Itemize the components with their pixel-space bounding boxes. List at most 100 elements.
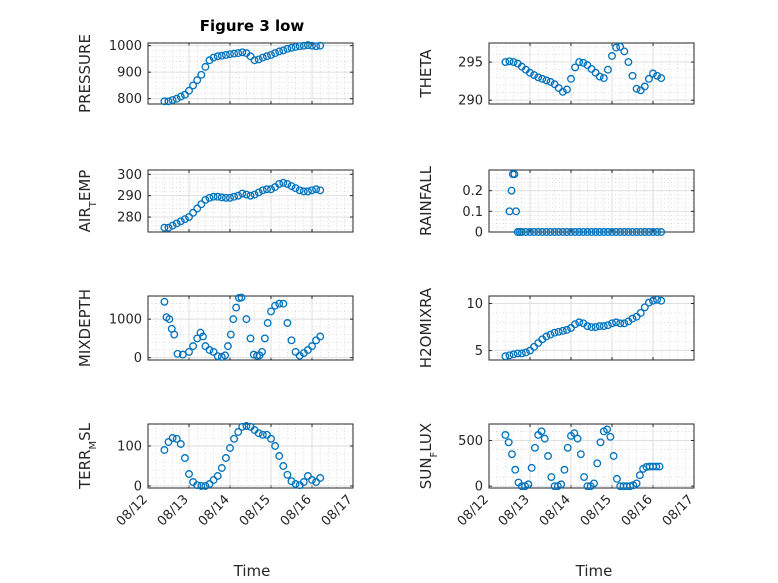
data-point	[636, 228, 645, 236]
data-point	[644, 228, 653, 236]
data-point	[521, 228, 530, 236]
data-point	[557, 480, 566, 489]
data-point	[640, 82, 649, 91]
data-point	[160, 97, 169, 106]
data-point	[291, 43, 300, 51]
data-point	[316, 332, 325, 341]
data-point	[575, 228, 584, 236]
data-point	[511, 465, 520, 474]
data-point	[205, 193, 214, 202]
axes-box	[147, 169, 354, 233]
plot-area	[489, 170, 694, 232]
data-point	[164, 97, 173, 106]
data-point	[595, 228, 604, 236]
data-point	[262, 52, 271, 61]
data-point	[316, 41, 325, 50]
data-point	[176, 217, 185, 226]
data-point	[185, 213, 193, 221]
data-point	[180, 215, 189, 224]
data-point	[316, 186, 325, 195]
data-point	[608, 228, 616, 236]
data-point	[299, 187, 308, 196]
data-point	[221, 351, 230, 360]
data-point	[209, 347, 218, 356]
data-point	[593, 459, 602, 468]
y-tick-label: 0.1	[462, 205, 483, 220]
data-point	[234, 428, 243, 436]
xlabel-left: Time	[233, 562, 271, 580]
data-point	[258, 430, 267, 439]
y-tick-label: 0	[134, 480, 142, 495]
data-point	[542, 76, 551, 85]
data-point	[205, 480, 214, 488]
data-point	[275, 452, 284, 460]
data-point	[258, 53, 267, 62]
data-point	[283, 179, 292, 188]
chart-panel-3: 280 290 300 AIRTEMP	[76, 168, 354, 233]
data-point	[180, 90, 189, 99]
data-point	[316, 474, 325, 482]
data-point	[217, 464, 226, 472]
data-point	[160, 297, 169, 306]
data-point	[562, 85, 571, 94]
data-point	[291, 480, 300, 488]
data-point	[287, 182, 296, 190]
data-point	[640, 228, 649, 236]
y-tick-label: 900	[117, 66, 142, 81]
data-point	[189, 81, 198, 90]
y-axis-label: THETA	[417, 49, 435, 99]
y-axis-label: AIRTEMP	[76, 170, 99, 233]
data-point	[649, 228, 657, 236]
data-point	[620, 228, 629, 236]
data-point	[595, 322, 604, 331]
data-point	[303, 472, 312, 480]
data-point	[275, 47, 284, 56]
data-point	[198, 332, 207, 341]
x-tick-label: 08/17	[660, 492, 697, 529]
data-point	[258, 186, 267, 195]
x-tick-label: 08/12	[455, 492, 492, 529]
data-point	[221, 193, 230, 202]
data-point	[505, 351, 514, 360]
x-tick-label: 08/13	[155, 492, 192, 529]
data-point	[201, 62, 210, 71]
data-point	[632, 479, 641, 488]
data-point	[620, 47, 629, 56]
data-point	[283, 470, 292, 479]
data-point	[185, 347, 193, 356]
data-point	[653, 71, 662, 80]
data-point	[170, 330, 179, 339]
axes-box	[488, 42, 695, 105]
data-point	[287, 336, 296, 345]
chart-panel-1: 800 900 1000 PRESSURE	[76, 34, 354, 113]
plot-area	[148, 296, 353, 360]
data-point	[508, 450, 516, 459]
figure-title: Figure 3 low	[200, 17, 305, 35]
data-point	[197, 70, 206, 79]
data-point	[197, 482, 206, 490]
data-point	[267, 50, 275, 59]
data-point	[542, 332, 551, 341]
data-point	[172, 94, 181, 103]
data-point	[583, 482, 592, 491]
data-point	[524, 480, 533, 489]
chart-panel-5: 0 1000 MIXDEPTH	[76, 289, 354, 367]
data-point	[205, 346, 214, 354]
data-point	[168, 434, 177, 442]
y-axis-label: PRESSURE	[76, 34, 94, 113]
data-point	[603, 321, 612, 330]
data-point	[655, 462, 664, 471]
data-point	[609, 452, 618, 460]
data-point	[510, 170, 519, 179]
data-point	[295, 186, 304, 195]
data-point	[632, 228, 641, 236]
data-point	[546, 228, 555, 236]
data-point	[234, 49, 243, 58]
y-tick-label: 300	[117, 168, 142, 183]
data-point	[230, 434, 239, 443]
data-point	[530, 71, 539, 79]
data-point	[221, 50, 230, 59]
data-point	[295, 42, 304, 51]
data-point	[507, 186, 516, 195]
data-point	[575, 58, 584, 67]
